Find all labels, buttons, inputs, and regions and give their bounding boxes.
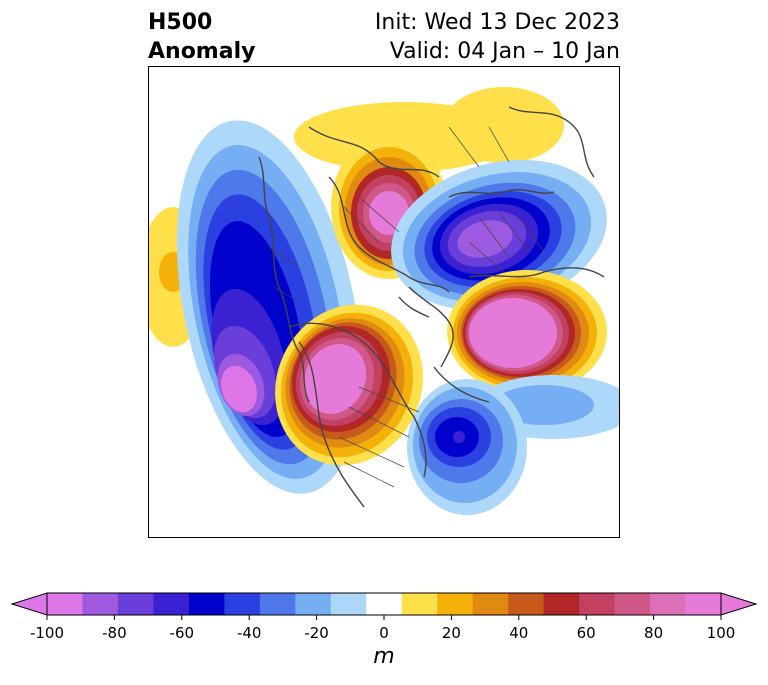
title-variable: H500 — [148, 10, 213, 35]
anomaly-trough-arctic — [391, 159, 607, 311]
title-right: Init: Wed 13 Dec 2023 Valid: 04 Jan – 10… — [375, 8, 620, 66]
colorbar-overflow — [720, 592, 758, 616]
colorbar-units: m — [373, 644, 395, 669]
colorbar-swatch — [224, 593, 261, 615]
colorbar-swatch — [508, 593, 545, 615]
colorbar-tick-label: 60 — [577, 624, 596, 642]
colorbar-tick-label: -60 — [170, 624, 195, 642]
colorbar-swatch — [259, 593, 296, 615]
map-panel — [148, 66, 620, 538]
colorbar-swatch — [153, 593, 190, 615]
colorbar-tick-label: 0 — [379, 624, 389, 642]
colorbar-swatch — [579, 593, 616, 615]
anomaly-map — [149, 87, 619, 515]
valid-period: Valid: 04 Jan – 10 Jan — [389, 39, 620, 64]
colorbar-tick-label: -20 — [304, 624, 329, 642]
colorbar-swatch — [330, 593, 367, 615]
colorbar-tick-label: -80 — [102, 624, 127, 642]
colorbar-tick-label: 100 — [707, 624, 736, 642]
colorbar-swatch — [366, 593, 403, 615]
anomaly-ridge-pacific — [447, 270, 607, 394]
colorbar-underflow — [10, 592, 48, 616]
borders — [268, 126, 545, 488]
title-field: Anomaly — [148, 39, 256, 64]
anomaly-trough-east-pacific — [407, 379, 527, 515]
colorbar-swatch — [188, 593, 225, 615]
colorbar-ticks: -100 -80 -60 -40 -20 0 20 40 60 80 100 — [30, 615, 735, 642]
colorbar-swatch — [82, 593, 119, 615]
colorbar-swatches — [10, 592, 758, 616]
colorbar-swatch — [437, 593, 474, 615]
coastlines — [258, 106, 605, 508]
colorbar-swatch — [614, 593, 651, 615]
colorbar-tick-label: -100 — [30, 624, 64, 642]
colorbar-swatch — [117, 593, 154, 615]
title-left: H500 Anomaly — [148, 8, 255, 66]
colorbar-swatch — [472, 593, 509, 615]
colorbar-swatch — [47, 593, 83, 615]
colorbar-swatch — [401, 593, 438, 615]
colorbar-swatch — [295, 593, 332, 615]
init-time: Init: Wed 13 Dec 2023 — [374, 10, 620, 35]
colorbar-tick-label: -40 — [237, 624, 262, 642]
colorbar-swatch — [650, 593, 687, 615]
colorbar-tick-label: 80 — [644, 624, 663, 642]
colorbar: -100 -80 -60 -40 -20 0 20 40 60 80 100 — [10, 592, 758, 642]
colorbar-swatch — [543, 593, 580, 615]
colorbar-swatch — [685, 593, 722, 615]
anomaly-ridge-north — [294, 87, 564, 172]
colorbar-tick-label: 40 — [509, 624, 528, 642]
colorbar-tick-label: 20 — [442, 624, 461, 642]
